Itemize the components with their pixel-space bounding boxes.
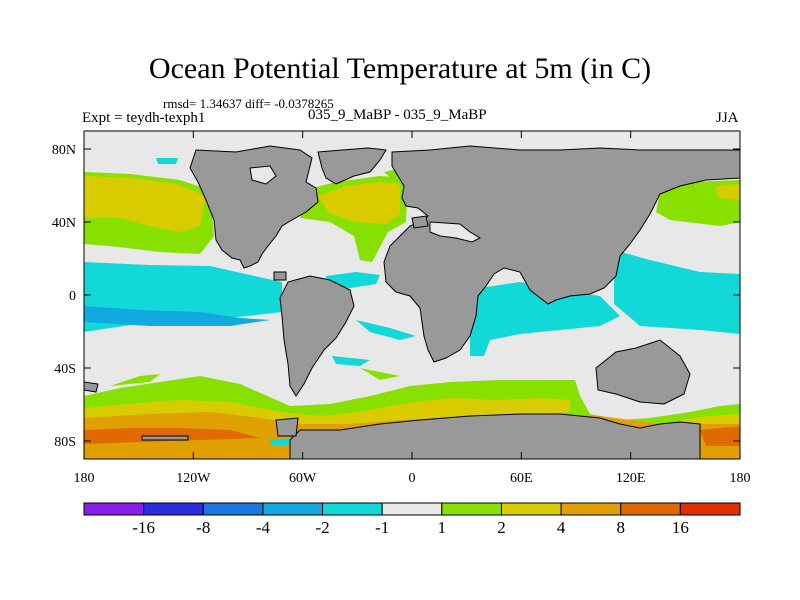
land-greenland	[317, 147, 387, 185]
green-south-pacific-streak	[110, 374, 160, 386]
land-caribbean-island	[273, 271, 287, 281]
colorbar-swatch	[143, 502, 204, 516]
lon-label: 120E	[616, 471, 646, 486]
stats-label: rmsd= 1.34637 diff= -0.0378265	[163, 96, 334, 111]
lon-label: 60W	[289, 471, 317, 486]
lat-label: 40S	[54, 362, 76, 377]
yellow-north-atlantic	[318, 182, 400, 224]
cyan-indian-ocean	[470, 282, 620, 356]
colorbar-swatch	[500, 502, 562, 516]
land-masses	[84, 145, 740, 459]
colorbar-label: -4	[256, 518, 271, 537]
land-british-isles	[411, 215, 429, 229]
hudson-bay	[249, 165, 277, 185]
colorbar-label: -1	[375, 518, 389, 537]
runs-label: 035_9_MaBP - 035_9_MaBP	[308, 107, 487, 123]
lon-label: 180	[730, 471, 751, 486]
colorbar-swatch	[202, 502, 264, 516]
land-australia	[595, 339, 691, 405]
yellow-north-pacific	[84, 176, 206, 232]
colorbar-label: 2	[497, 518, 506, 537]
colorbar-label: 16	[672, 518, 689, 537]
land-antarctic-peninsula	[275, 417, 299, 437]
colorbar-label: -8	[196, 518, 210, 537]
darkorange-southern-ocean-east	[700, 426, 740, 446]
yellow-nw-pacific-spot	[716, 184, 740, 200]
cyan-weddell-patch	[270, 438, 290, 446]
land-antarctic-shelf-west	[141, 435, 189, 441]
lat-label: 80N	[52, 143, 76, 158]
lat-label: 0	[69, 289, 76, 304]
colorbar-swatch	[620, 502, 681, 516]
land-new-zealand	[84, 381, 99, 393]
land-north-america	[189, 145, 319, 269]
cyan-west-pacific	[614, 250, 740, 334]
colorbar-swatch	[381, 502, 443, 516]
green-south-indian-streak	[360, 368, 400, 380]
cyan-atlantic-south	[356, 320, 416, 340]
cyan-atlantic-patch	[326, 272, 380, 288]
colorbar-label: 1	[438, 518, 447, 537]
lon-label: 0	[409, 471, 416, 486]
colorbar-swatch	[441, 502, 502, 516]
colorbar-swatch	[262, 502, 324, 516]
colorbar-label: 4	[557, 518, 566, 537]
land-eurasia	[383, 145, 740, 363]
mediterranean-sea	[429, 221, 482, 243]
cyan-south-atlantic-2	[332, 356, 370, 366]
season-label: JJA	[716, 110, 739, 126]
colorbar-swatch	[322, 502, 383, 516]
lat-label: 40N	[52, 216, 76, 231]
latitude-axis: 80N 40N 0 40S 80S	[52, 143, 740, 450]
cyan-arctic-patch	[156, 158, 178, 164]
lon-label: 60E	[510, 471, 533, 486]
lat-label: 80S	[54, 435, 76, 450]
land-south-america	[279, 275, 355, 397]
colorbar-label: -16	[132, 518, 155, 537]
colorbar-swatch	[83, 502, 145, 516]
experiment-label: Expt = teydh-texph1	[82, 110, 206, 126]
colorbar-label: -2	[315, 518, 329, 537]
colorbar-label: 8	[616, 518, 625, 537]
longitude-axis: 180 120W 60W 0 60E 120E 180	[74, 131, 751, 486]
plot-title: Ocean Potential Temperature at 5m (in C)	[148, 52, 652, 85]
colorbar-swatch	[679, 502, 741, 516]
map-area	[84, 131, 740, 459]
lightblue-east-pacific	[84, 306, 270, 326]
lon-label: 180	[74, 471, 95, 486]
land-antarctica	[289, 413, 701, 459]
colorbar: -16 -8 -4 -2 -1 1 2 4 8 16	[83, 502, 741, 537]
lon-label: 120W	[176, 471, 211, 486]
colorbar-swatch	[560, 502, 622, 516]
